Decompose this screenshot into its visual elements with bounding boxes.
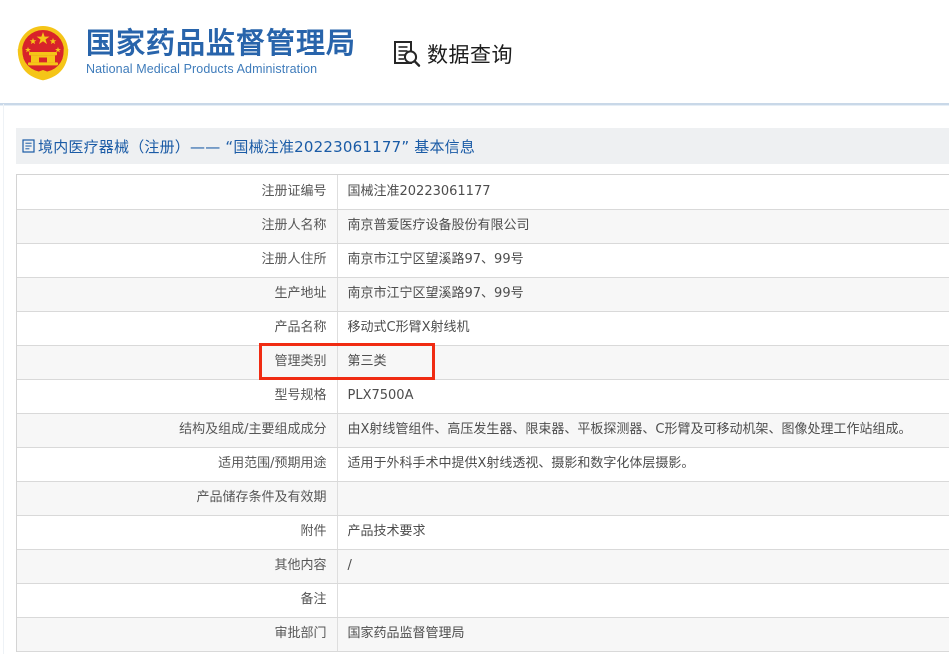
row-value: 南京市江宁区望溪路97、99号 xyxy=(337,243,949,278)
table-row: 产品储存条件及有效期 xyxy=(17,481,949,516)
row-label: 注册证编号 xyxy=(17,175,338,210)
row-value: 国家药品监督管理局 xyxy=(337,617,949,652)
row-value: / xyxy=(337,549,949,584)
table-row: 附件 产品技术要求 xyxy=(17,515,949,550)
row-label: 备注 xyxy=(17,583,338,618)
registration-info-table: 注册证编号 国械注准20223061177 注册人名称 南京普爱医疗设备股份有限公司注… xyxy=(17,175,949,652)
brand-title-en: National Medical Products Administration xyxy=(86,62,318,77)
row-value: 南京市江宁区望溪路97、99号 xyxy=(337,277,949,312)
table-row: 审批部门 国家药品监督管理局 xyxy=(17,617,949,652)
row-value: 适用于外科手术中提供X射线透视、摄影和数字化体层摄影。 xyxy=(337,447,949,482)
row-label: 生产地址 xyxy=(17,277,338,312)
table-row: 产品名称 移动式C形臂X射线机 xyxy=(17,311,949,346)
page-body: 境内医疗器械（注册）—— “国械注准20223061177” 基本信息 注册证编… xyxy=(0,104,949,654)
row-label: 结构及组成/主要组成成分 xyxy=(17,413,338,448)
data-query-entry[interactable]: 数据查询 xyxy=(392,39,513,69)
brand-title-cn: 国家药品监督管理局 xyxy=(86,25,357,60)
row-label: 其他内容 xyxy=(17,549,338,584)
table-row: 适用范围/预期用途 适用于外科手术中提供X射线透视、摄影和数字化体层摄影。 xyxy=(17,447,949,482)
brand-text: 国家药品监督管理局 National Medical Products Admi… xyxy=(86,25,357,77)
row-value: 产品技术要求 xyxy=(337,515,949,550)
row-value xyxy=(337,583,949,618)
registration-info-table-wrap: 注册证编号 国械注准20223061177 注册人名称 南京普爱医疗设备股份有限公司注… xyxy=(16,174,949,652)
table-row: 备注 xyxy=(17,583,949,618)
table-row: 注册证编号 国械注准20223061177 xyxy=(17,175,949,210)
row-label: 管理类别 xyxy=(17,345,338,380)
left-rail xyxy=(3,104,4,654)
row-label: 注册人名称 xyxy=(17,209,338,244)
document-icon xyxy=(22,139,35,153)
table-row: 注册人名称 南京普爱医疗设备股份有限公司 xyxy=(17,209,949,244)
row-value: 第三类 xyxy=(337,345,949,380)
page-title: 境内医疗器械（注册）—— “国械注准20223061177” 基本信息 xyxy=(22,136,475,157)
table-row: 生产地址 南京市江宁区望溪路97、99号 xyxy=(17,277,949,312)
table-row: 结构及组成/主要组成成分 由X射线管组件、高压发生器、限束器、平板探测器、C形臂及… xyxy=(17,413,949,448)
row-value: 南京普爱医疗设备股份有限公司 xyxy=(337,209,949,244)
table-row: 型号规格 PLX7500A xyxy=(17,379,949,414)
page-title-text: 境内医疗器械（注册）—— “国械注准20223061177” 基本信息 xyxy=(38,137,476,156)
row-value: 由X射线管组件、高压发生器、限束器、平板探测器、C形臂及可移动机架、图像处理工作… xyxy=(337,413,949,448)
row-value: 移动式C形臂X射线机 xyxy=(337,311,949,346)
table-row: 管理类别 第三类 xyxy=(17,345,949,380)
row-value: PLX7500A xyxy=(337,379,949,414)
row-label: 型号规格 xyxy=(17,379,338,414)
row-value: 国械注准20223061177 xyxy=(337,175,949,210)
row-label: 产品名称 xyxy=(17,311,338,346)
row-value xyxy=(337,481,949,516)
panel-title-bar: 境内医疗器械（注册）—— “国械注准20223061177” 基本信息 xyxy=(16,128,949,164)
table-row: 注册人住所 南京市江宁区望溪路97、99号 xyxy=(17,243,949,278)
document-search-icon xyxy=(392,39,422,69)
header-divider xyxy=(0,103,949,105)
row-label: 注册人住所 xyxy=(17,243,338,278)
site-header: 国家药品监督管理局 National Medical Products Admi… xyxy=(0,0,949,106)
row-label: 适用范围/预期用途 xyxy=(17,447,338,482)
brand-block[interactable]: 国家药品监督管理局 National Medical Products Admi… xyxy=(12,19,356,85)
row-label: 产品储存条件及有效期 xyxy=(17,481,338,516)
data-query-label: 数据查询 xyxy=(427,43,514,67)
header-divider-soft xyxy=(0,105,949,106)
china-national-emblem-icon xyxy=(12,19,74,85)
table-row: 其他内容 / xyxy=(17,549,949,584)
row-label: 审批部门 xyxy=(17,617,338,652)
row-label: 附件 xyxy=(17,515,338,550)
